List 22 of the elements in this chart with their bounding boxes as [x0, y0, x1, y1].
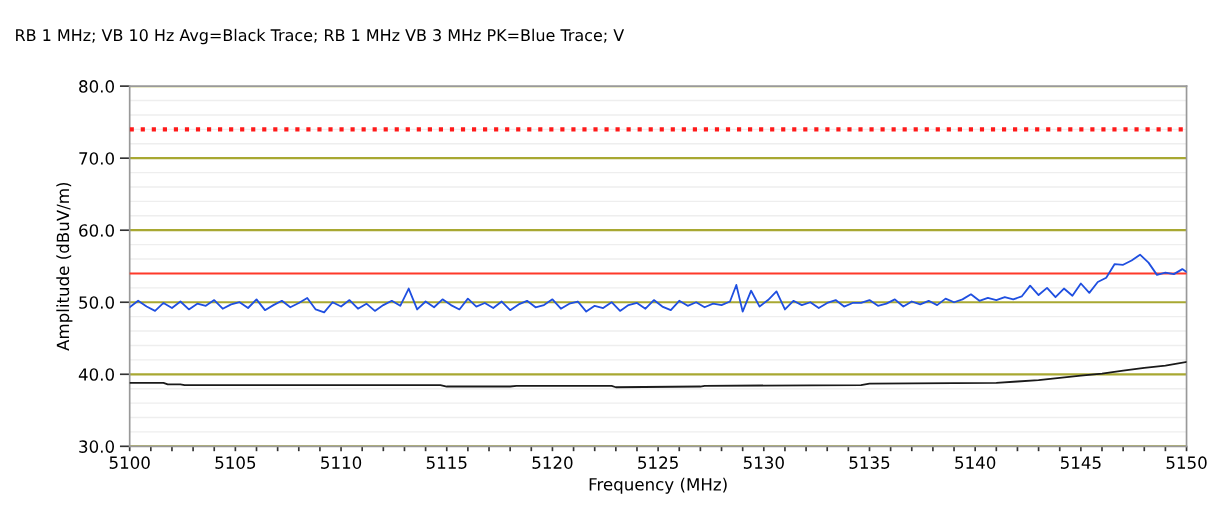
- x-tick-label: 5125: [638, 456, 678, 469]
- line-series: [129, 361, 1187, 389]
- chart-title: RB 1 MHz; VB 10 Hz Avg=Black Trace; RB 1 MHz VB 3 MHz PK=Blue Trace; V: [16, 28, 625, 45]
- y-tick-label: 30.0: [79, 440, 114, 453]
- x-tick-label: 5120: [532, 456, 573, 469]
- x-tick-label: 5140: [955, 456, 996, 469]
- y-tick-label: 40.0: [78, 368, 114, 381]
- y-tick-label: 70.0: [79, 152, 114, 165]
- x-tick-label: 5150: [1166, 456, 1207, 469]
- x-tick-label: 5130: [743, 456, 784, 469]
- line-series: [129, 253, 1187, 314]
- y-tick-label: 60.0: [79, 224, 114, 237]
- y-tick-label: 80.0: [79, 80, 114, 93]
- x-tick-label: 5145: [1060, 456, 1101, 469]
- x-tick-label: 5115: [426, 456, 467, 469]
- x-tick-label: 5110: [321, 456, 362, 469]
- x-axis-title: Frequency (MHz): [589, 477, 727, 494]
- y-axis-title: Amplitude (dBuV/m): [56, 182, 73, 351]
- x-tick-label: 5135: [849, 456, 890, 469]
- x-tick-label: 5105: [215, 456, 256, 469]
- x-tick-label: 5100: [109, 456, 150, 469]
- y-tick-label: 50.0: [79, 296, 114, 309]
